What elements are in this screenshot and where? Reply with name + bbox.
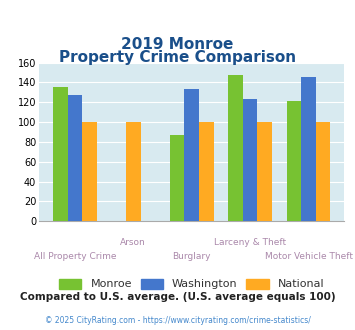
Text: All Property Crime: All Property Crime — [34, 252, 116, 261]
Text: Property Crime Comparison: Property Crime Comparison — [59, 50, 296, 65]
Bar — [301, 77, 316, 221]
Bar — [286, 101, 301, 221]
Bar — [67, 95, 82, 221]
Text: Motor Vehicle Theft: Motor Vehicle Theft — [264, 252, 353, 261]
Text: Burglary: Burglary — [173, 252, 211, 261]
Text: © 2025 CityRating.com - https://www.cityrating.com/crime-statistics/: © 2025 CityRating.com - https://www.city… — [45, 315, 310, 325]
Text: Compared to U.S. average. (U.S. average equals 100): Compared to U.S. average. (U.S. average … — [20, 292, 335, 302]
Text: 2019 Monroe: 2019 Monroe — [121, 37, 234, 52]
Bar — [199, 122, 214, 221]
Bar — [126, 122, 141, 221]
Bar — [228, 75, 243, 221]
Bar — [53, 87, 67, 221]
Bar — [243, 99, 257, 221]
Bar — [257, 122, 272, 221]
Bar — [316, 122, 331, 221]
Bar — [82, 122, 97, 221]
Text: Larceny & Theft: Larceny & Theft — [214, 238, 286, 247]
Text: Arson: Arson — [120, 238, 146, 247]
Bar — [184, 89, 199, 221]
Legend: Monroe, Washington, National: Monroe, Washington, National — [55, 274, 329, 294]
Bar — [170, 135, 184, 221]
